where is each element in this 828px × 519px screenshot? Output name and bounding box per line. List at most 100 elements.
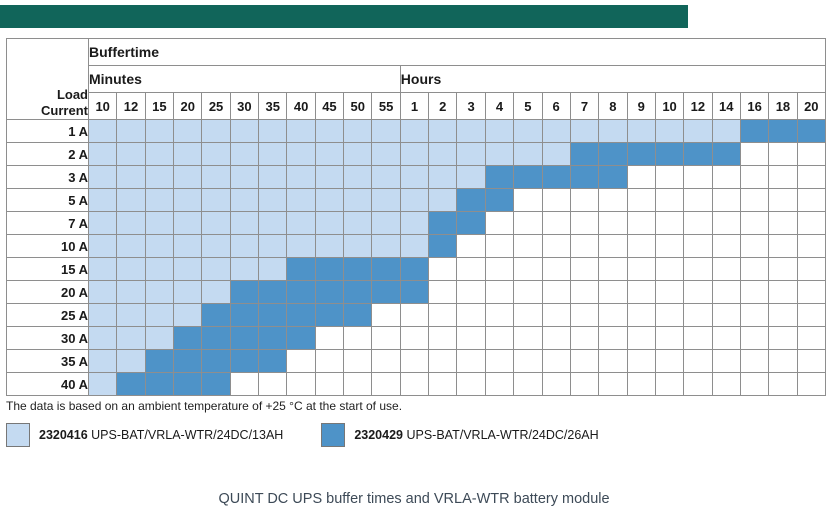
buffer-cell xyxy=(683,257,713,281)
buffer-cell xyxy=(598,211,628,235)
buffer-cell xyxy=(513,142,543,166)
buffer-cell xyxy=(201,349,231,373)
buffer-cell xyxy=(116,211,146,235)
buffer-cell xyxy=(569,326,600,350)
buffer-cell xyxy=(87,188,118,212)
buffer-cell xyxy=(456,234,486,258)
buffer-table-wrap: Load Current Buffertime Minutes Hours 10 12 15 2… xyxy=(6,38,827,396)
row-label: 15 A xyxy=(6,257,89,281)
footnote: The data is based on an ambient temperat… xyxy=(6,399,403,413)
buffer-cell xyxy=(201,257,231,281)
buffer-cell xyxy=(711,372,741,396)
buffer-cell xyxy=(654,349,685,373)
buffer-cell xyxy=(201,234,231,258)
buffer-cell xyxy=(541,211,571,235)
column-header: 15 xyxy=(144,92,175,120)
buffer-cell xyxy=(541,142,571,166)
buffer-cell xyxy=(229,188,260,212)
buffer-cell xyxy=(399,234,430,258)
buffer-cell xyxy=(314,326,345,350)
buffer-cell xyxy=(484,326,515,350)
row-label: 40 A xyxy=(6,372,89,396)
buffer-cell xyxy=(371,188,401,212)
column-header: 3 xyxy=(456,92,486,120)
buffer-cell xyxy=(569,280,600,304)
buffer-cell xyxy=(739,211,770,235)
buffer-cell xyxy=(371,211,401,235)
legend: 2320416 UPS-BAT/VRLA-WTR/24DC/13AH 23204… xyxy=(6,423,599,447)
buffer-cell xyxy=(739,165,770,189)
buffer-cell xyxy=(569,211,600,235)
buffer-cell xyxy=(286,188,316,212)
buffer-cell xyxy=(513,326,543,350)
buffer-cell xyxy=(768,349,798,373)
row-label: 20 A xyxy=(6,280,89,304)
buffer-cell xyxy=(654,165,685,189)
buffer-cell xyxy=(144,119,175,143)
row-label: 7 A xyxy=(6,211,89,235)
column-header: 2 xyxy=(428,92,458,120)
legend-text-26ah: UPS-BAT/VRLA-WTR/24DC/26AH xyxy=(406,428,599,442)
buffer-cell xyxy=(371,257,401,281)
buffer-cell xyxy=(201,165,231,189)
buffer-cell xyxy=(286,349,316,373)
buffer-cell xyxy=(87,372,118,396)
row-label: 3 A xyxy=(6,165,89,189)
buffer-cell xyxy=(314,303,345,327)
buffer-cell xyxy=(768,303,798,327)
buffer-cell xyxy=(626,211,656,235)
buffer-cell xyxy=(201,303,231,327)
buffer-cell xyxy=(144,326,175,350)
buffer-cell xyxy=(201,326,231,350)
buffer-cell xyxy=(144,142,175,166)
column-header: 30 xyxy=(229,92,260,120)
buffer-cell xyxy=(173,188,203,212)
buffer-cell xyxy=(484,280,515,304)
column-header: 10 xyxy=(654,92,685,120)
buffer-cell xyxy=(768,372,798,396)
buffer-cell xyxy=(343,257,373,281)
buffer-cell xyxy=(796,257,827,281)
buffer-cell xyxy=(399,326,430,350)
buffer-cell xyxy=(513,188,543,212)
buffer-cell xyxy=(598,188,628,212)
buffer-cell xyxy=(683,326,713,350)
buffer-cell xyxy=(768,326,798,350)
buffer-cell xyxy=(229,119,260,143)
buffer-cell xyxy=(654,142,685,166)
buffer-cell xyxy=(739,372,770,396)
buffer-cell xyxy=(258,280,288,304)
buffer-cell xyxy=(314,188,345,212)
buffer-cell xyxy=(739,326,770,350)
buffer-cell xyxy=(371,280,401,304)
buffer-cell xyxy=(258,372,288,396)
buffer-cell xyxy=(371,326,401,350)
buffer-cell xyxy=(739,188,770,212)
buffer-cell xyxy=(116,257,146,281)
buffer-cell xyxy=(768,188,798,212)
buffer-cell xyxy=(513,211,543,235)
buffer-cell xyxy=(116,188,146,212)
buffer-cell xyxy=(286,211,316,235)
column-header: 8 xyxy=(598,92,628,120)
buffer-cell xyxy=(711,280,741,304)
buffer-cell xyxy=(484,303,515,327)
buffer-cell xyxy=(711,349,741,373)
buffer-cell xyxy=(428,280,458,304)
buffer-cell xyxy=(116,349,146,373)
column-header: 45 xyxy=(314,92,345,120)
buffer-cell xyxy=(739,234,770,258)
buffer-cell xyxy=(456,188,486,212)
buffer-cell xyxy=(229,303,260,327)
buffer-cell xyxy=(739,280,770,304)
buffer-cell xyxy=(87,303,118,327)
buffer-cell xyxy=(484,234,515,258)
buffer-cell xyxy=(399,188,430,212)
buffer-cell xyxy=(626,326,656,350)
buffer-cell xyxy=(796,303,827,327)
column-header: 12 xyxy=(683,92,713,120)
legend-text-13ah: UPS-BAT/VRLA-WTR/24DC/13AH xyxy=(91,428,284,442)
buffer-cell xyxy=(569,234,600,258)
buffer-cell xyxy=(683,142,713,166)
buffer-cell xyxy=(541,165,571,189)
